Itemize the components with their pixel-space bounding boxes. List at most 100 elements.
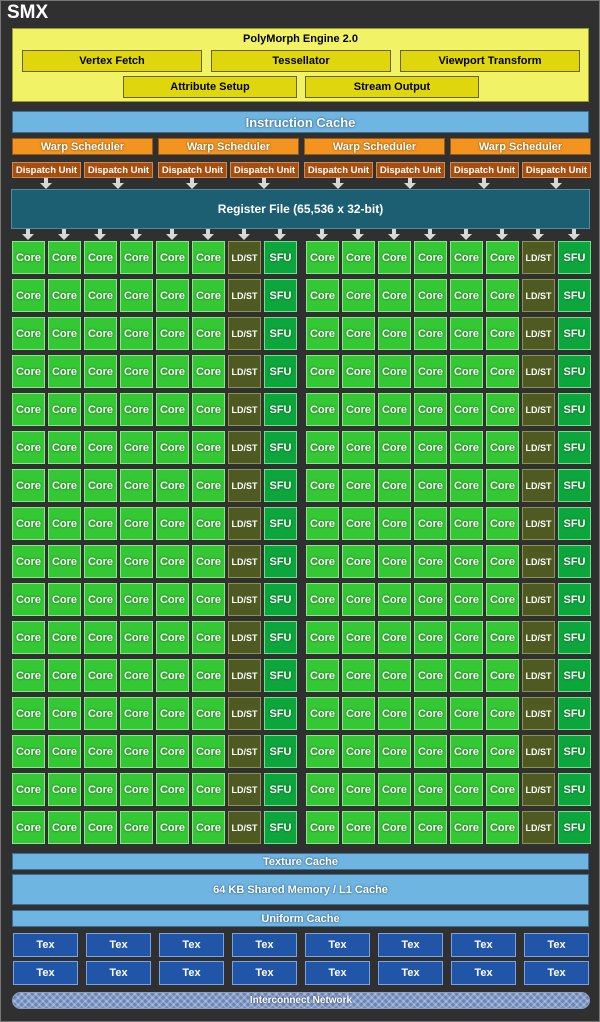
core-unit: Core [414,279,447,312]
core-unit: Core [378,735,411,768]
core-unit: Core [450,279,483,312]
core-unit: Core [84,469,117,502]
ldst-unit: LD/ST [228,317,261,350]
down-arrow-icon [404,178,416,189]
core-unit: Core [156,735,189,768]
dispatch-unit: Dispatch Unit [12,162,81,178]
core-unit: Core [342,393,375,426]
dispatch-unit: Dispatch Unit [158,162,227,178]
sfu-unit: SFU [264,659,297,692]
core-unit: Core [306,697,339,730]
core-unit: Core [156,317,189,350]
ldst-unit: LD/ST [522,279,555,312]
core-unit: Core [450,811,483,844]
core-unit: Core [120,545,153,578]
tex-unit: Tex [451,961,516,985]
sfu-unit: SFU [264,317,297,350]
ldst-unit: LD/ST [522,773,555,806]
sfu-unit: SFU [264,621,297,654]
core-unit: Core [414,811,447,844]
uniform-cache: Uniform Cache [12,910,589,927]
sfu-unit: SFU [558,469,591,502]
core-unit: Core [486,393,519,426]
core-unit: Core [450,469,483,502]
down-arrow-icon [186,178,198,189]
core-unit: Core [156,393,189,426]
tex-unit: Tex [378,933,443,957]
core-unit: Core [156,621,189,654]
ldst-unit: LD/ST [228,469,261,502]
ldst-unit: LD/ST [228,241,261,274]
tex-unit: Tex [13,961,78,985]
core-unit: Core [450,317,483,350]
ldst-unit: LD/ST [228,279,261,312]
core-unit: Core [120,279,153,312]
core-unit: Core [378,241,411,274]
core-unit: Core [378,317,411,350]
down-arrow-icon [460,229,472,240]
down-arrow-icon [94,229,106,240]
core-unit: Core [48,697,81,730]
core-unit: Core [120,621,153,654]
ldst-unit: LD/ST [228,735,261,768]
core-unit: Core [120,811,153,844]
sfu-unit: SFU [264,431,297,464]
sfu-unit: SFU [558,431,591,464]
core-unit: Core [12,279,45,312]
warp-scheduler: Warp Scheduler [12,138,153,155]
core-unit: Core [120,469,153,502]
core-unit: Core [306,355,339,388]
core-unit: Core [84,317,117,350]
core-unit: Core [156,811,189,844]
core-unit: Core [414,773,447,806]
sfu-unit: SFU [264,811,297,844]
attribute-setup: Attribute Setup [123,76,297,98]
core-unit: Core [450,735,483,768]
sfu-unit: SFU [264,583,297,616]
core-unit: Core [156,469,189,502]
core-unit: Core [450,773,483,806]
sfu-unit: SFU [558,811,591,844]
down-arrow-icon [40,178,52,189]
texture-cache: Texture Cache [12,853,589,870]
dispatch-unit: Dispatch Unit [304,162,373,178]
core-unit: Core [84,773,117,806]
core-unit: Core [156,583,189,616]
core-unit: Core [192,241,225,274]
core-unit: Core [486,507,519,540]
sfu-unit: SFU [558,773,591,806]
core-unit: Core [12,507,45,540]
core-unit: Core [378,659,411,692]
core-unit: Core [414,697,447,730]
core-unit: Core [120,659,153,692]
core-unit: Core [120,735,153,768]
ldst-unit: LD/ST [522,317,555,350]
sfu-unit: SFU [558,241,591,274]
core-unit: Core [84,431,117,464]
ldst-unit: LD/ST [522,393,555,426]
core-unit: Core [192,545,225,578]
core-unit: Core [486,355,519,388]
vertex-fetch: Vertex Fetch [22,50,202,72]
core-unit: Core [414,469,447,502]
down-arrow-icon [274,229,286,240]
core-unit: Core [192,279,225,312]
ldst-unit: LD/ST [522,697,555,730]
interconnect-network: Interconnect Network [12,992,590,1009]
tex-unit: Tex [159,961,224,985]
core-unit: Core [156,431,189,464]
core-unit: Core [12,659,45,692]
core-unit: Core [156,507,189,540]
core-unit: Core [378,621,411,654]
core-unit: Core [306,583,339,616]
core-unit: Core [84,355,117,388]
sfu-unit: SFU [558,279,591,312]
core-unit: Core [120,431,153,464]
stream-output: Stream Output [305,76,479,98]
ldst-unit: LD/ST [522,355,555,388]
tex-unit: Tex [86,961,151,985]
core-unit: Core [156,279,189,312]
core-unit: Core [378,355,411,388]
dispatch-unit: Dispatch Unit [522,162,591,178]
warp-scheduler: Warp Scheduler [304,138,445,155]
